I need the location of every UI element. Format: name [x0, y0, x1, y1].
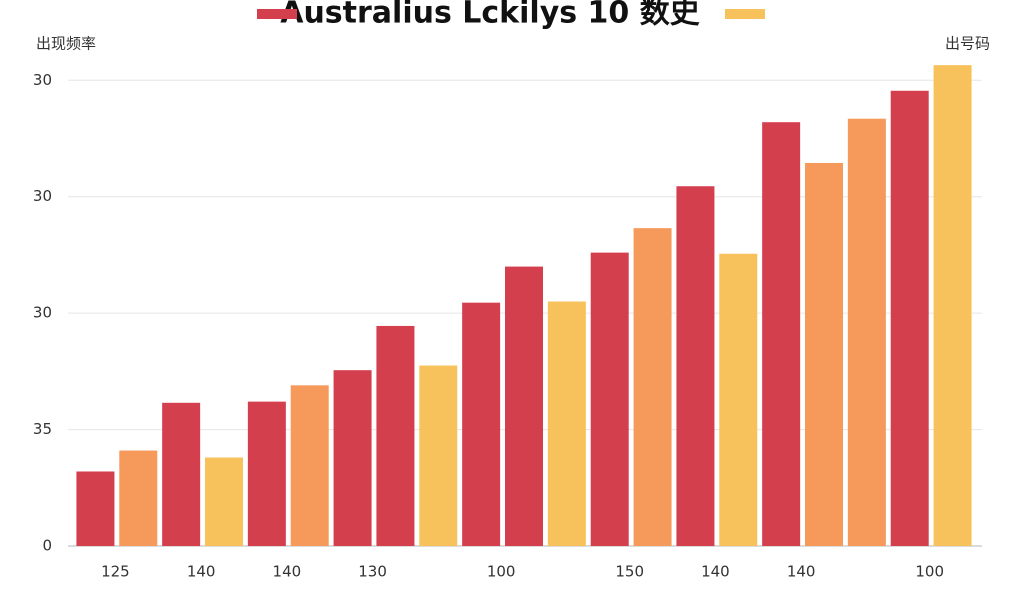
- x-tick-label: 130: [358, 563, 387, 581]
- x-tick-label: 140: [701, 563, 730, 581]
- y-tick-label: 30: [33, 71, 52, 89]
- bar: [505, 266, 543, 546]
- y-tick-label: 35: [33, 420, 52, 438]
- bar: [462, 302, 501, 546]
- bar: [333, 370, 372, 546]
- bar: [633, 228, 672, 546]
- bar: [847, 118, 886, 546]
- y-tick-label: 30: [33, 304, 52, 322]
- bar: [890, 90, 929, 546]
- bar: [805, 162, 843, 546]
- bar: [719, 253, 758, 546]
- chart-title: Australius Lckilys 10 数史: [280, 0, 700, 31]
- bar: [162, 402, 201, 546]
- x-tick-label: 100: [487, 563, 516, 581]
- bar: [933, 65, 972, 547]
- x-tick-label: 100: [915, 563, 944, 581]
- x-tick-label: 150: [615, 563, 644, 581]
- x-tick-label: 140: [787, 563, 816, 581]
- bar: [762, 122, 801, 546]
- bar: [590, 252, 629, 546]
- legend-swatch: [257, 9, 297, 19]
- y-tick-label: 0: [42, 537, 52, 555]
- legend-swatch: [725, 9, 765, 19]
- bar: [119, 450, 158, 546]
- bar: [547, 301, 586, 546]
- bar: [290, 385, 329, 546]
- bar: [419, 365, 458, 546]
- y-tick-label: 30: [33, 187, 52, 205]
- bar: [676, 186, 715, 546]
- bar: [76, 471, 115, 546]
- x-tick-label: 125: [101, 563, 130, 581]
- x-tick-label: 140: [187, 563, 216, 581]
- x-tick-label: 140: [273, 563, 302, 581]
- bar: [205, 457, 243, 546]
- right-label: 出号码: [945, 35, 990, 53]
- y-axis-label: 出现频率: [36, 35, 96, 53]
- bar: [376, 325, 415, 546]
- bar: [247, 401, 286, 546]
